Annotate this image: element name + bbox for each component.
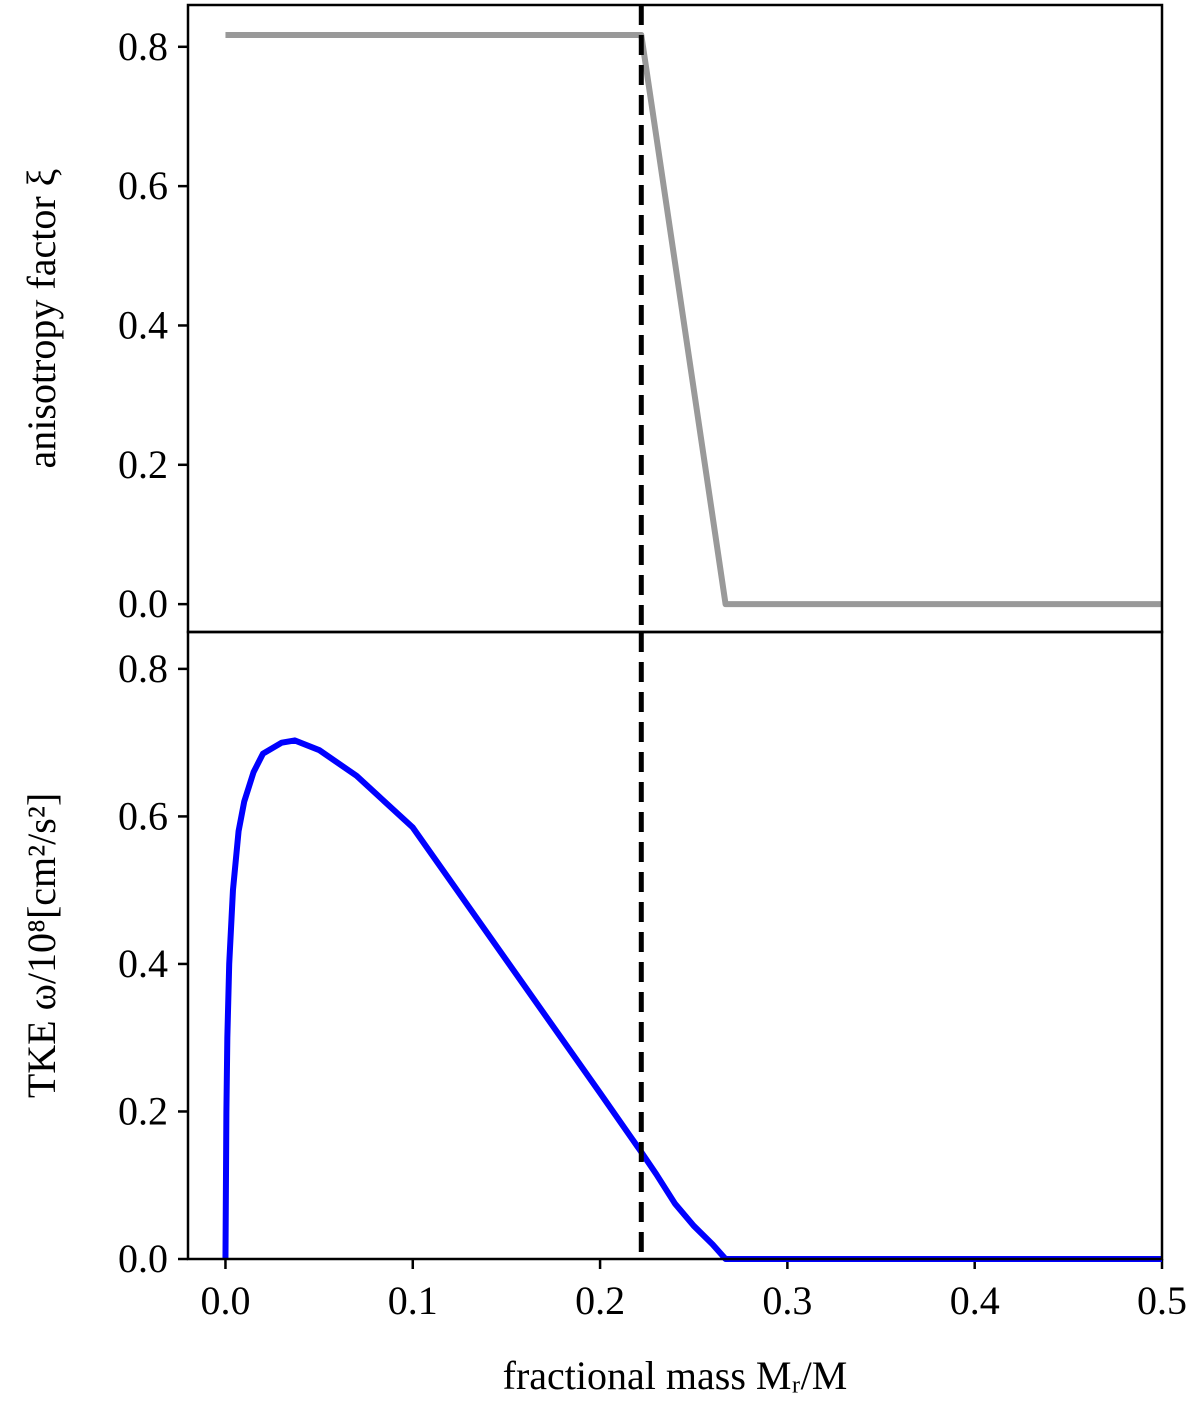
axes-frame xyxy=(186,630,1164,1261)
y-tick-label: 0.8 xyxy=(118,646,168,691)
y-tick-label: 0.2 xyxy=(118,442,168,487)
x-tick-label: 0.3 xyxy=(762,1278,812,1323)
y-tick-label: 0.6 xyxy=(118,163,168,208)
axes-frame xyxy=(186,3,1164,634)
x-tick-label: 0.2 xyxy=(575,1278,625,1323)
y-tick-label: 0.0 xyxy=(118,1236,168,1281)
y-tick-label: 0.2 xyxy=(118,1088,168,1133)
x-tick-label: 0.0 xyxy=(200,1278,250,1323)
y-tick-label: 0.8 xyxy=(118,24,168,69)
y-tick-label: 0.6 xyxy=(118,793,168,838)
y-axis-label: TKE ω/10⁸[cm²/s²] xyxy=(19,793,64,1098)
x-tick-label: 0.5 xyxy=(1137,1278,1187,1323)
x-tick-label: 0.1 xyxy=(388,1278,438,1323)
data-line xyxy=(225,31,1162,608)
y-tick-label: 0.0 xyxy=(118,581,168,626)
x-axis-label: fractional mass Mᵣ/M xyxy=(503,1353,848,1398)
data-line xyxy=(222,737,1162,1262)
x-tick-label: 0.4 xyxy=(950,1278,1000,1323)
y-tick-label: 0.4 xyxy=(118,302,168,347)
y-axis-label: anisotropy factor ξ xyxy=(19,169,64,469)
y-tick-label: 0.4 xyxy=(118,941,168,986)
